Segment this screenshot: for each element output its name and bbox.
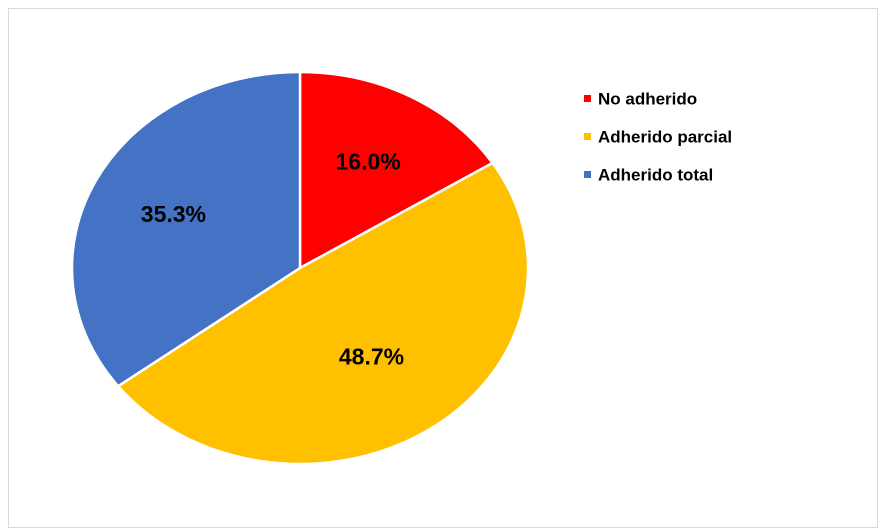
legend-swatch-no-adherido <box>584 95 591 102</box>
pie-data-labels: 16.0% 48.7% 35.3% <box>141 149 404 370</box>
legend-label-no-adherido: No adherido <box>598 90 697 109</box>
legend: No adherido Adherido parcial Adherido tota… <box>584 90 732 185</box>
pie-slice-adherido-total <box>70 70 302 388</box>
pie-slice-no-adherido <box>298 70 494 270</box>
legend-swatch-adherido-parcial <box>584 133 591 140</box>
pie-slice-adherido-parcial <box>116 161 530 466</box>
data-label-no-adherido: 16.0% <box>335 149 400 175</box>
legend-label-adherido-total: Adherido total <box>598 166 713 185</box>
data-label-adherido-total: 35.3% <box>141 201 206 227</box>
legend-label-adherido-parcial: Adherido parcial <box>598 128 732 147</box>
legend-swatch-adherido-total <box>584 171 591 178</box>
data-label-adherido-parcial: 48.7% <box>339 344 404 370</box>
pie-slices <box>70 70 530 466</box>
